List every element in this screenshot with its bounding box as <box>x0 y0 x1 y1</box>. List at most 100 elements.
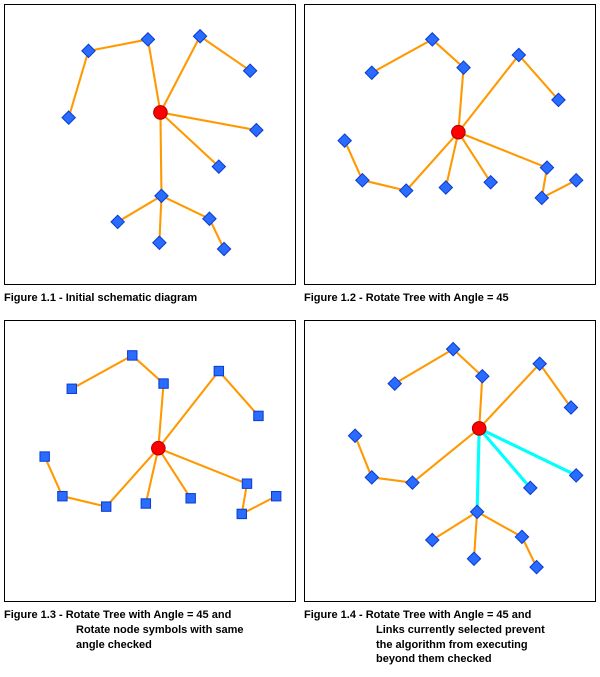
panel-fig12 <box>304 4 596 285</box>
caption-text: Figure 1.1 - Initial schematic diagram <box>4 292 197 304</box>
edge <box>69 51 89 118</box>
edge <box>72 356 132 389</box>
leaf-node <box>155 189 168 202</box>
caption-line3: the algorithm from executing <box>304 638 596 653</box>
leaf-node <box>186 494 195 503</box>
leaf-node <box>250 124 263 137</box>
edge <box>540 364 571 408</box>
caption-line3: angle checked <box>4 638 296 653</box>
edge <box>200 36 250 70</box>
edge <box>395 349 453 383</box>
edge <box>458 68 463 133</box>
leaf-node <box>243 64 256 77</box>
leaf-node <box>338 134 351 147</box>
diagram-fig11 <box>5 5 295 284</box>
edge <box>355 436 372 478</box>
edge <box>432 39 463 67</box>
edge <box>88 39 147 50</box>
leaf-node <box>530 561 543 574</box>
caption-fig13: Figure 1.3 - Rotate Tree with Angle = 45… <box>0 606 300 663</box>
leaf-node <box>271 492 280 501</box>
leaf-node <box>484 176 497 189</box>
edge <box>118 196 162 222</box>
hub-node <box>152 442 166 456</box>
edge <box>45 457 63 497</box>
caption-line2: Links currently selected prevent <box>304 623 596 638</box>
leaf-node <box>193 30 206 43</box>
diagram-fig14 <box>305 321 595 600</box>
leaf-node <box>470 506 483 519</box>
edge <box>479 429 530 488</box>
leaf-node <box>439 181 452 194</box>
leaf-node <box>515 531 528 544</box>
hub-node <box>154 106 168 120</box>
caption-text: Figure 1.3 - Rotate Tree with Angle = 45… <box>4 609 231 621</box>
edge <box>160 112 256 130</box>
caption-fig14: Figure 1.4 - Rotate Tree with Angle = 45… <box>300 606 600 677</box>
edge <box>406 132 458 190</box>
cell-fig14: Figure 1.4 - Rotate Tree with Angle = 45… <box>300 316 600 677</box>
leaf-node <box>217 242 230 255</box>
cell-fig12: Figure 1.2 - Rotate Tree with Angle = 45 <box>300 0 600 316</box>
edge <box>453 349 482 376</box>
edge <box>474 512 477 559</box>
edge <box>412 429 479 483</box>
leaf-node <box>159 379 168 388</box>
edge <box>160 112 161 195</box>
edge <box>519 55 559 100</box>
leaf-node <box>254 412 263 421</box>
edge <box>458 132 547 167</box>
panel-fig11 <box>4 4 296 285</box>
edge <box>477 512 522 537</box>
edge <box>432 512 477 540</box>
edge <box>479 429 576 476</box>
figure-grid: Figure 1.1 - Initial schematic diagram F… <box>0 0 600 677</box>
leaf-node <box>82 44 95 57</box>
edge <box>148 39 161 112</box>
leaf-node <box>128 351 137 360</box>
edge <box>477 429 479 512</box>
edge <box>479 364 539 429</box>
caption-fig11: Figure 1.1 - Initial schematic diagram <box>0 289 300 316</box>
caption-line2: Rotate node symbols with same <box>4 623 296 638</box>
leaf-node <box>365 471 378 484</box>
leaf-node <box>111 215 124 228</box>
leaf-node <box>242 479 251 488</box>
leaf-node <box>153 236 166 249</box>
leaf-node <box>540 161 553 174</box>
leaf-node <box>214 367 223 376</box>
leaf-node <box>365 66 378 79</box>
edge <box>106 449 158 507</box>
leaf-node <box>467 552 480 565</box>
leaf-node <box>40 452 49 461</box>
diagram-fig13 <box>5 321 295 600</box>
hub-node <box>472 422 486 436</box>
leaf-node <box>348 429 361 442</box>
edge <box>542 180 576 198</box>
edge <box>62 497 106 507</box>
leaf-node <box>570 174 583 187</box>
leaf-node <box>356 174 369 187</box>
leaf-node <box>564 401 577 414</box>
leaf-node <box>58 492 67 501</box>
edge <box>479 377 482 429</box>
leaf-node <box>102 502 111 511</box>
leaf-node <box>426 534 439 547</box>
caption-text: Figure 1.4 - Rotate Tree with Angle = 45… <box>304 609 531 621</box>
caption-fig12: Figure 1.2 - Rotate Tree with Angle = 45 <box>300 289 600 316</box>
leaf-node <box>570 469 583 482</box>
edge <box>158 384 163 449</box>
leaf-node <box>237 510 246 519</box>
leaf-node <box>67 384 76 393</box>
leaf-node <box>141 33 154 46</box>
cell-fig11: Figure 1.1 - Initial schematic diagram <box>0 0 300 316</box>
edge <box>160 36 200 112</box>
edge <box>161 196 209 219</box>
leaf-node <box>62 111 75 124</box>
leaf-node <box>535 191 548 204</box>
leaf-node <box>141 499 150 508</box>
leaf-node <box>388 377 401 390</box>
panel-fig13 <box>4 320 296 601</box>
diagram-fig12 <box>305 5 595 284</box>
edge <box>219 371 259 416</box>
